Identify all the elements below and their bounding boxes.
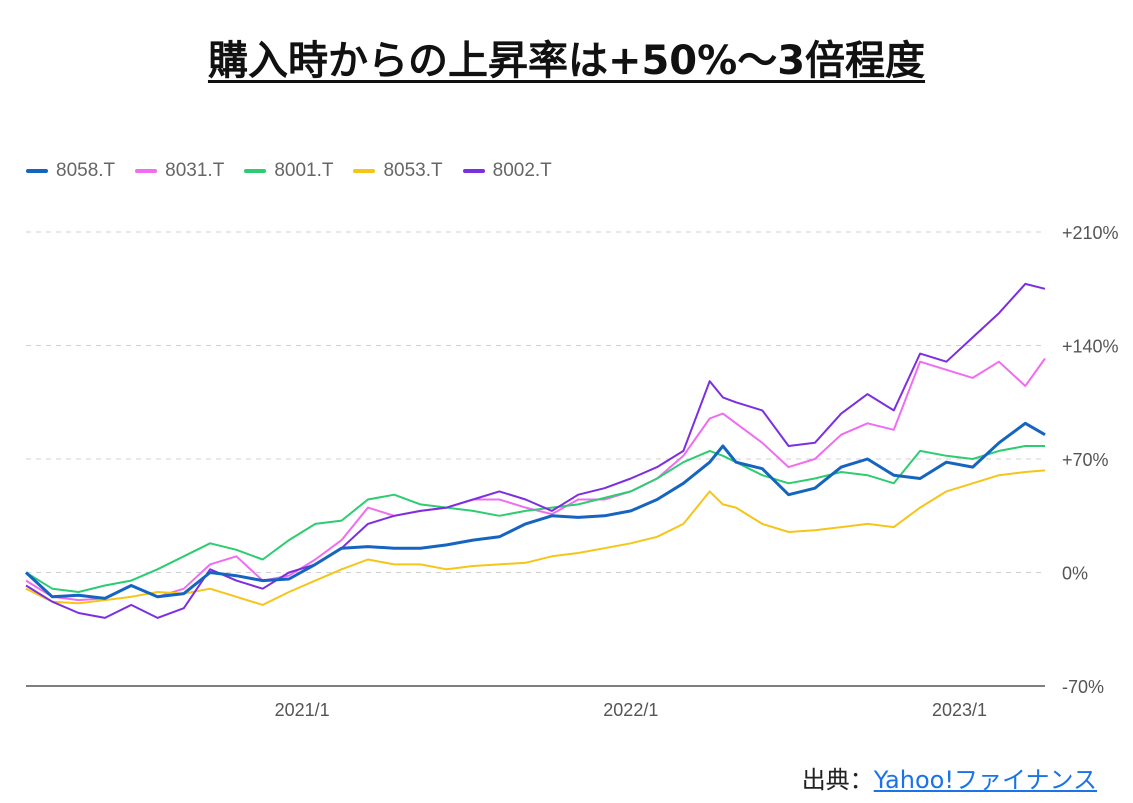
- series-line-8001-T: [25, 445, 1045, 593]
- legend-item-8058[interactable]: 8058.T: [26, 160, 115, 182]
- line-chart: +210% +140% +70% 0% -70% 2021/1 2022/1 2023/1: [24, 223, 1119, 720]
- y-tick-label: +140%: [1062, 337, 1119, 357]
- series-line-8031-T: [25, 357, 1046, 602]
- legend-label-8058: 8058.T: [56, 160, 116, 181]
- series-line-8053-T: [25, 469, 1046, 606]
- series-line-8002-T: [25, 282, 1046, 619]
- y-tick-label: +210%: [1062, 223, 1119, 243]
- x-tick-label: 2021/1: [275, 700, 330, 720]
- legend-label-8031: 8031.T: [165, 160, 225, 181]
- y-tick-label: +70%: [1062, 450, 1109, 470]
- legend-swatch-8031: [135, 169, 158, 173]
- legend-item-8031[interactable]: 8031.T: [135, 160, 224, 182]
- legend-swatch-8053: [353, 169, 376, 173]
- source-link[interactable]: Yahoo!ファイナンス: [873, 766, 1097, 794]
- legend-label-8001: 8001.T: [274, 160, 334, 181]
- chart-title: 購入時からの上昇率は+50%～3倍程度: [207, 38, 926, 84]
- legend-swatch-8001: [244, 169, 267, 173]
- legend-item-8053[interactable]: 8053.T: [353, 160, 443, 182]
- legend-swatch-8002: [462, 169, 485, 173]
- y-tick-label: -70%: [1062, 677, 1104, 697]
- legend-label-8002: 8002.T: [492, 160, 552, 181]
- source-credit: 出典：Yahoo!ファイナンス: [802, 760, 1097, 795]
- legend-item-8002[interactable]: 8002.T: [462, 160, 552, 182]
- x-tick-label: 2022/1: [603, 700, 658, 720]
- series-line-8058-T: [24, 421, 1046, 600]
- x-tick-label: 2023/1: [932, 700, 987, 720]
- legend-item-8001[interactable]: 8001.T: [244, 160, 333, 182]
- legend: 8058.T 8031.T 8001.T 8053.T 8002.T: [26, 160, 572, 182]
- source-prefix: 出典：: [801, 766, 874, 794]
- legend-swatch-8058: [26, 169, 48, 173]
- legend-label-8053: 8053.T: [383, 160, 443, 181]
- y-tick-label: 0%: [1062, 564, 1088, 584]
